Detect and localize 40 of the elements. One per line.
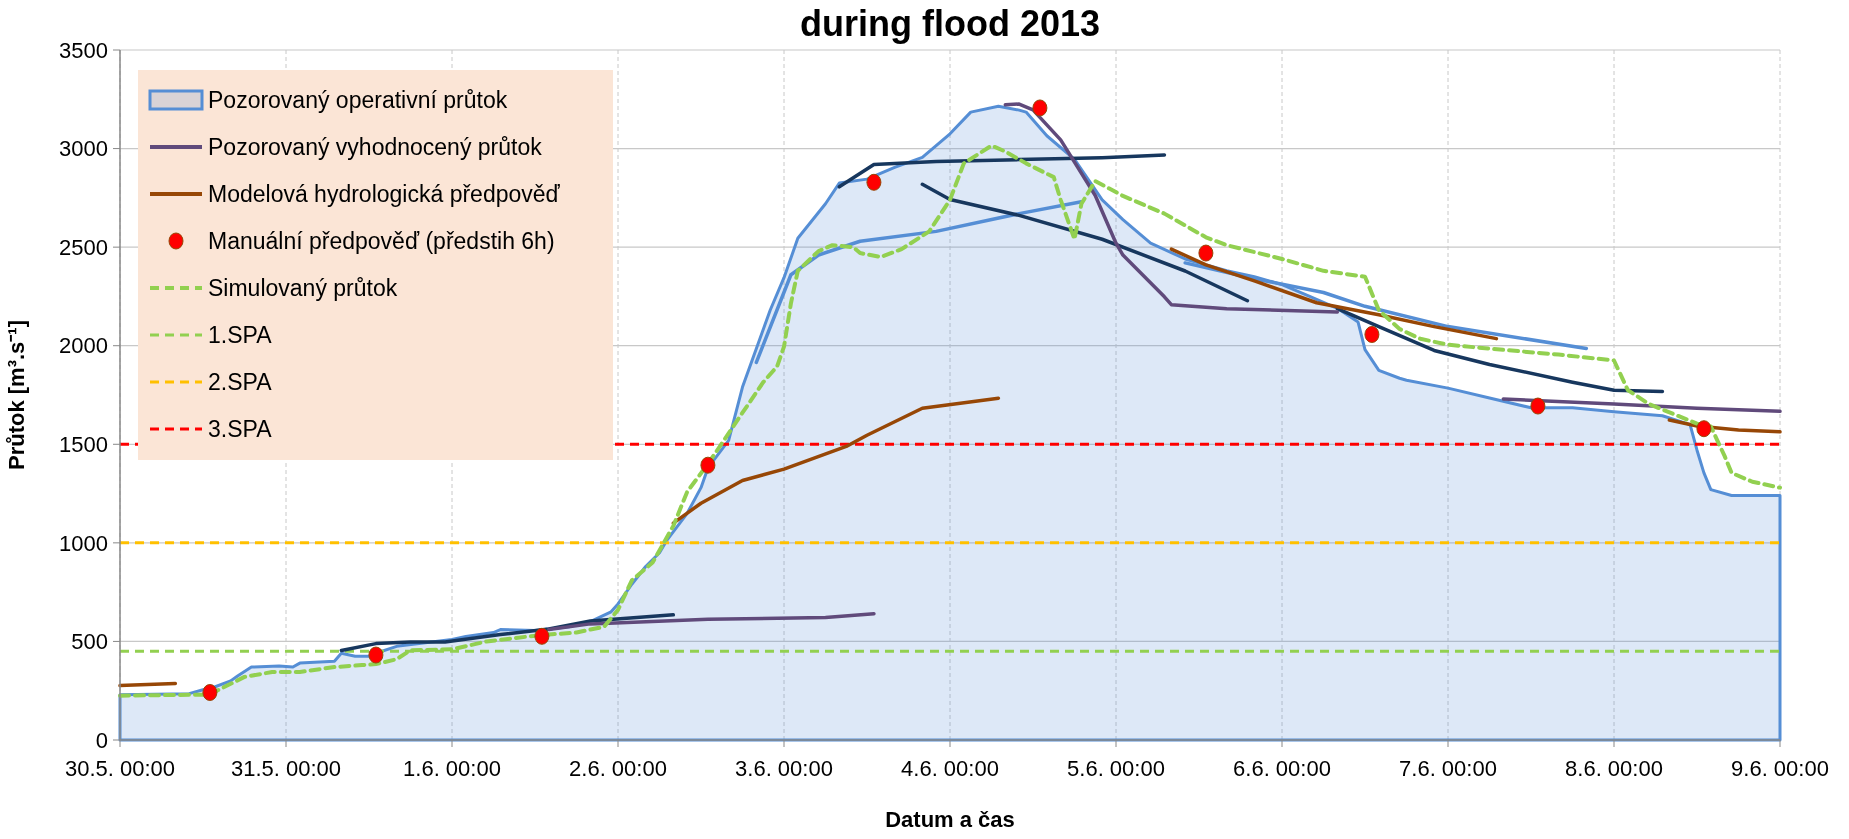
- x-tick-label: 31.5. 00:00: [230, 756, 342, 781]
- point: [1530, 397, 1546, 415]
- x-tick-label: 5.6. 00:00: [1067, 756, 1165, 781]
- legend-label: Pozorovaný operativní průtok: [208, 87, 508, 114]
- y-tick-label: 500: [71, 629, 108, 655]
- point: [368, 646, 384, 664]
- x-tick-label: 3.6. 00:00: [735, 756, 833, 781]
- y-axis-title: Průtok [m³.s⁻¹]: [4, 320, 29, 470]
- point: [1198, 244, 1214, 262]
- x-tick-label: 7.6. 00:00: [1399, 756, 1497, 781]
- x-tick-label: 4.6. 00:00: [901, 756, 999, 781]
- point: [1032, 99, 1048, 117]
- y-tick-label: 1000: [59, 530, 108, 556]
- x-tick-label: 30.5. 00:00: [64, 756, 176, 781]
- point: [700, 456, 716, 474]
- y-tick-label: 3000: [59, 136, 108, 162]
- legend-label: Simulovaný průtok: [208, 275, 398, 302]
- y-tick-label: 2000: [59, 333, 108, 359]
- legend-label: Manuální předpověď (předstih 6h): [208, 228, 555, 255]
- legend-label: Pozorovaný vyhodnocený průtok: [208, 134, 543, 161]
- y-tick-label: 3500: [59, 37, 108, 63]
- y-tick-label: 2500: [59, 234, 108, 260]
- y-tick-label: 1500: [59, 431, 108, 457]
- chart-title: during flood 2013: [799, 3, 1101, 44]
- y-tick-label: 0: [95, 727, 108, 753]
- x-tick-label: 8.6. 00:00: [1565, 756, 1663, 781]
- x-tick-label: 6.6. 00:00: [1233, 756, 1331, 781]
- point: [1364, 325, 1380, 343]
- legend-label: Modelová hydrologická předpověď: [208, 181, 561, 208]
- legend-label: 2.SPA: [208, 369, 273, 396]
- point: [202, 683, 218, 701]
- ref-line-label: 3.SPA: [208, 416, 273, 443]
- legend-label: 1.SPA: [208, 322, 273, 349]
- x-tick-label: 9.6. 00:00: [1731, 756, 1829, 781]
- x-tick-label: 1.6. 00:00: [403, 756, 501, 781]
- x-axis-title: Datum a čas: [885, 807, 1015, 832]
- point: [534, 627, 550, 645]
- point: [866, 173, 882, 191]
- point: [1696, 420, 1712, 438]
- x-tick-label: 2.6. 00:00: [569, 756, 667, 781]
